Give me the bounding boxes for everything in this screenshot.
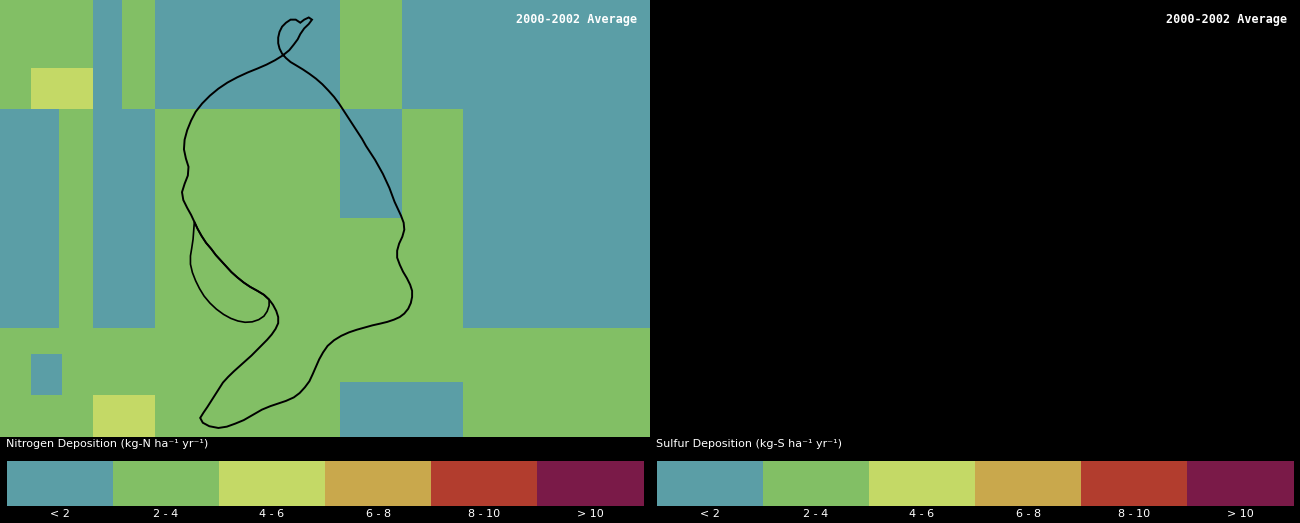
Text: 8 - 10: 8 - 10 [468,509,500,519]
Text: > 10: > 10 [577,509,603,519]
Bar [537,461,644,506]
Bar [463,219,650,327]
Bar [31,354,62,395]
Text: Nitrogen Deposition (kg-N ha⁻¹ yr⁻¹): Nitrogen Deposition (kg-N ha⁻¹ yr⁻¹) [6,439,209,449]
Bar [432,461,537,506]
Text: < 2: < 2 [699,509,719,519]
Bar [763,461,868,506]
Text: 2000-2002 Average: 2000-2002 Average [516,13,637,26]
Bar [341,0,402,109]
Text: 2 - 4: 2 - 4 [153,509,178,519]
Text: 8 - 10: 8 - 10 [1118,509,1150,519]
Bar [94,0,122,109]
Bar [31,26,94,67]
Text: < 2: < 2 [49,509,69,519]
Bar [0,109,58,219]
Bar [218,461,325,506]
Text: 6 - 8: 6 - 8 [365,509,390,519]
Bar [402,135,463,177]
Text: 4 - 6: 4 - 6 [260,509,285,519]
Bar [6,461,113,506]
Bar [1082,461,1187,506]
Text: 2 - 4: 2 - 4 [803,509,828,519]
Bar [278,0,341,109]
Bar [868,461,975,506]
Bar [325,461,432,506]
Bar [463,0,650,109]
Text: 4 - 6: 4 - 6 [910,509,935,519]
Text: 6 - 8: 6 - 8 [1015,509,1040,519]
Bar [463,109,650,219]
Text: > 10: > 10 [1227,509,1253,519]
Bar [155,109,186,219]
Bar [0,219,58,327]
Bar [216,109,278,219]
Bar [216,0,278,109]
Bar [155,0,216,109]
Bar [113,461,218,506]
Bar [31,67,94,109]
Bar [975,461,1082,506]
Bar [402,177,463,219]
Bar [341,109,402,219]
Bar [94,219,155,327]
Bar [656,461,763,506]
Text: 2000-2002 Average: 2000-2002 Average [1166,13,1287,26]
Text: Sulfur Deposition (kg-S ha⁻¹ yr⁻¹): Sulfur Deposition (kg-S ha⁻¹ yr⁻¹) [656,439,842,449]
Bar [341,382,464,437]
Bar [341,327,402,382]
Bar [1187,461,1294,506]
Bar [402,0,463,109]
Bar [94,395,155,437]
Bar [94,109,155,219]
